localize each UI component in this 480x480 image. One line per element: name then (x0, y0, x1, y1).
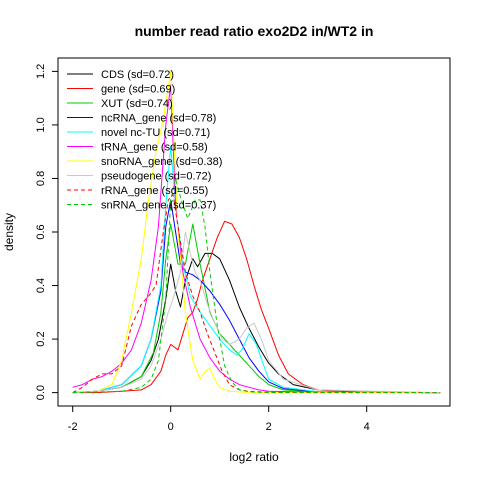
x-tick-label: 0 (168, 421, 174, 433)
y-axis-label: density (2, 213, 16, 251)
x-axis-label: log2 ratio (229, 450, 279, 464)
series-line-8 (72, 194, 441, 394)
x-tick-label: -2 (68, 421, 78, 433)
legend-label: tRNA_gene (sd=0.58) (101, 142, 208, 154)
series-line-7 (72, 231, 441, 394)
x-tick-label: 2 (266, 421, 272, 433)
y-axis: 0.0 0.2 0.4 0.6 0.8 1.0 1.2 (35, 64, 59, 400)
series-line-5 (72, 84, 441, 394)
series-line-6 (72, 70, 441, 394)
series-line-4 (72, 145, 441, 394)
legend-label: gene (sd=0.69) (101, 84, 175, 96)
series-line-9 (72, 178, 441, 394)
y-tick-label: 0.8 (35, 171, 47, 186)
legend-label: CDS (sd=0.72) (101, 69, 174, 81)
series-layer (72, 70, 441, 394)
legend: CDS (sd=0.72) gene (sd=0.69) XUT (sd=0.74)… (67, 69, 222, 212)
legend-label: novel nc-TU (sd=0.71) (101, 127, 210, 139)
series-line-2 (72, 223, 441, 394)
series-line-1 (72, 220, 441, 394)
y-tick-label: 1.2 (35, 64, 47, 79)
legend-label: XUT (sd=0.74) (101, 98, 173, 110)
y-tick-label: 0.4 (35, 278, 47, 293)
y-tick-label: 0.2 (35, 331, 47, 346)
chart-title: number read ratio exo2D2 in/WT2 in (135, 23, 374, 39)
legend-label: snRNA_gene (sd=0.37) (101, 200, 216, 212)
y-tick-label: 0.0 (35, 385, 47, 400)
y-tick-label: 1.0 (35, 117, 47, 132)
x-axis: -2 0 2 4 (68, 405, 370, 433)
series-line-0 (72, 252, 441, 394)
legend-label: rRNA_gene (sd=0.55) (101, 185, 208, 197)
legend-label: ncRNA_gene (sd=0.78) (101, 113, 216, 125)
y-tick-label: 0.6 (35, 224, 47, 239)
x-tick-label: 4 (364, 421, 370, 433)
legend-label: pseudogene (sd=0.72) (101, 171, 211, 183)
legend-label: snoRNA_gene (sd=0.38) (101, 156, 222, 168)
